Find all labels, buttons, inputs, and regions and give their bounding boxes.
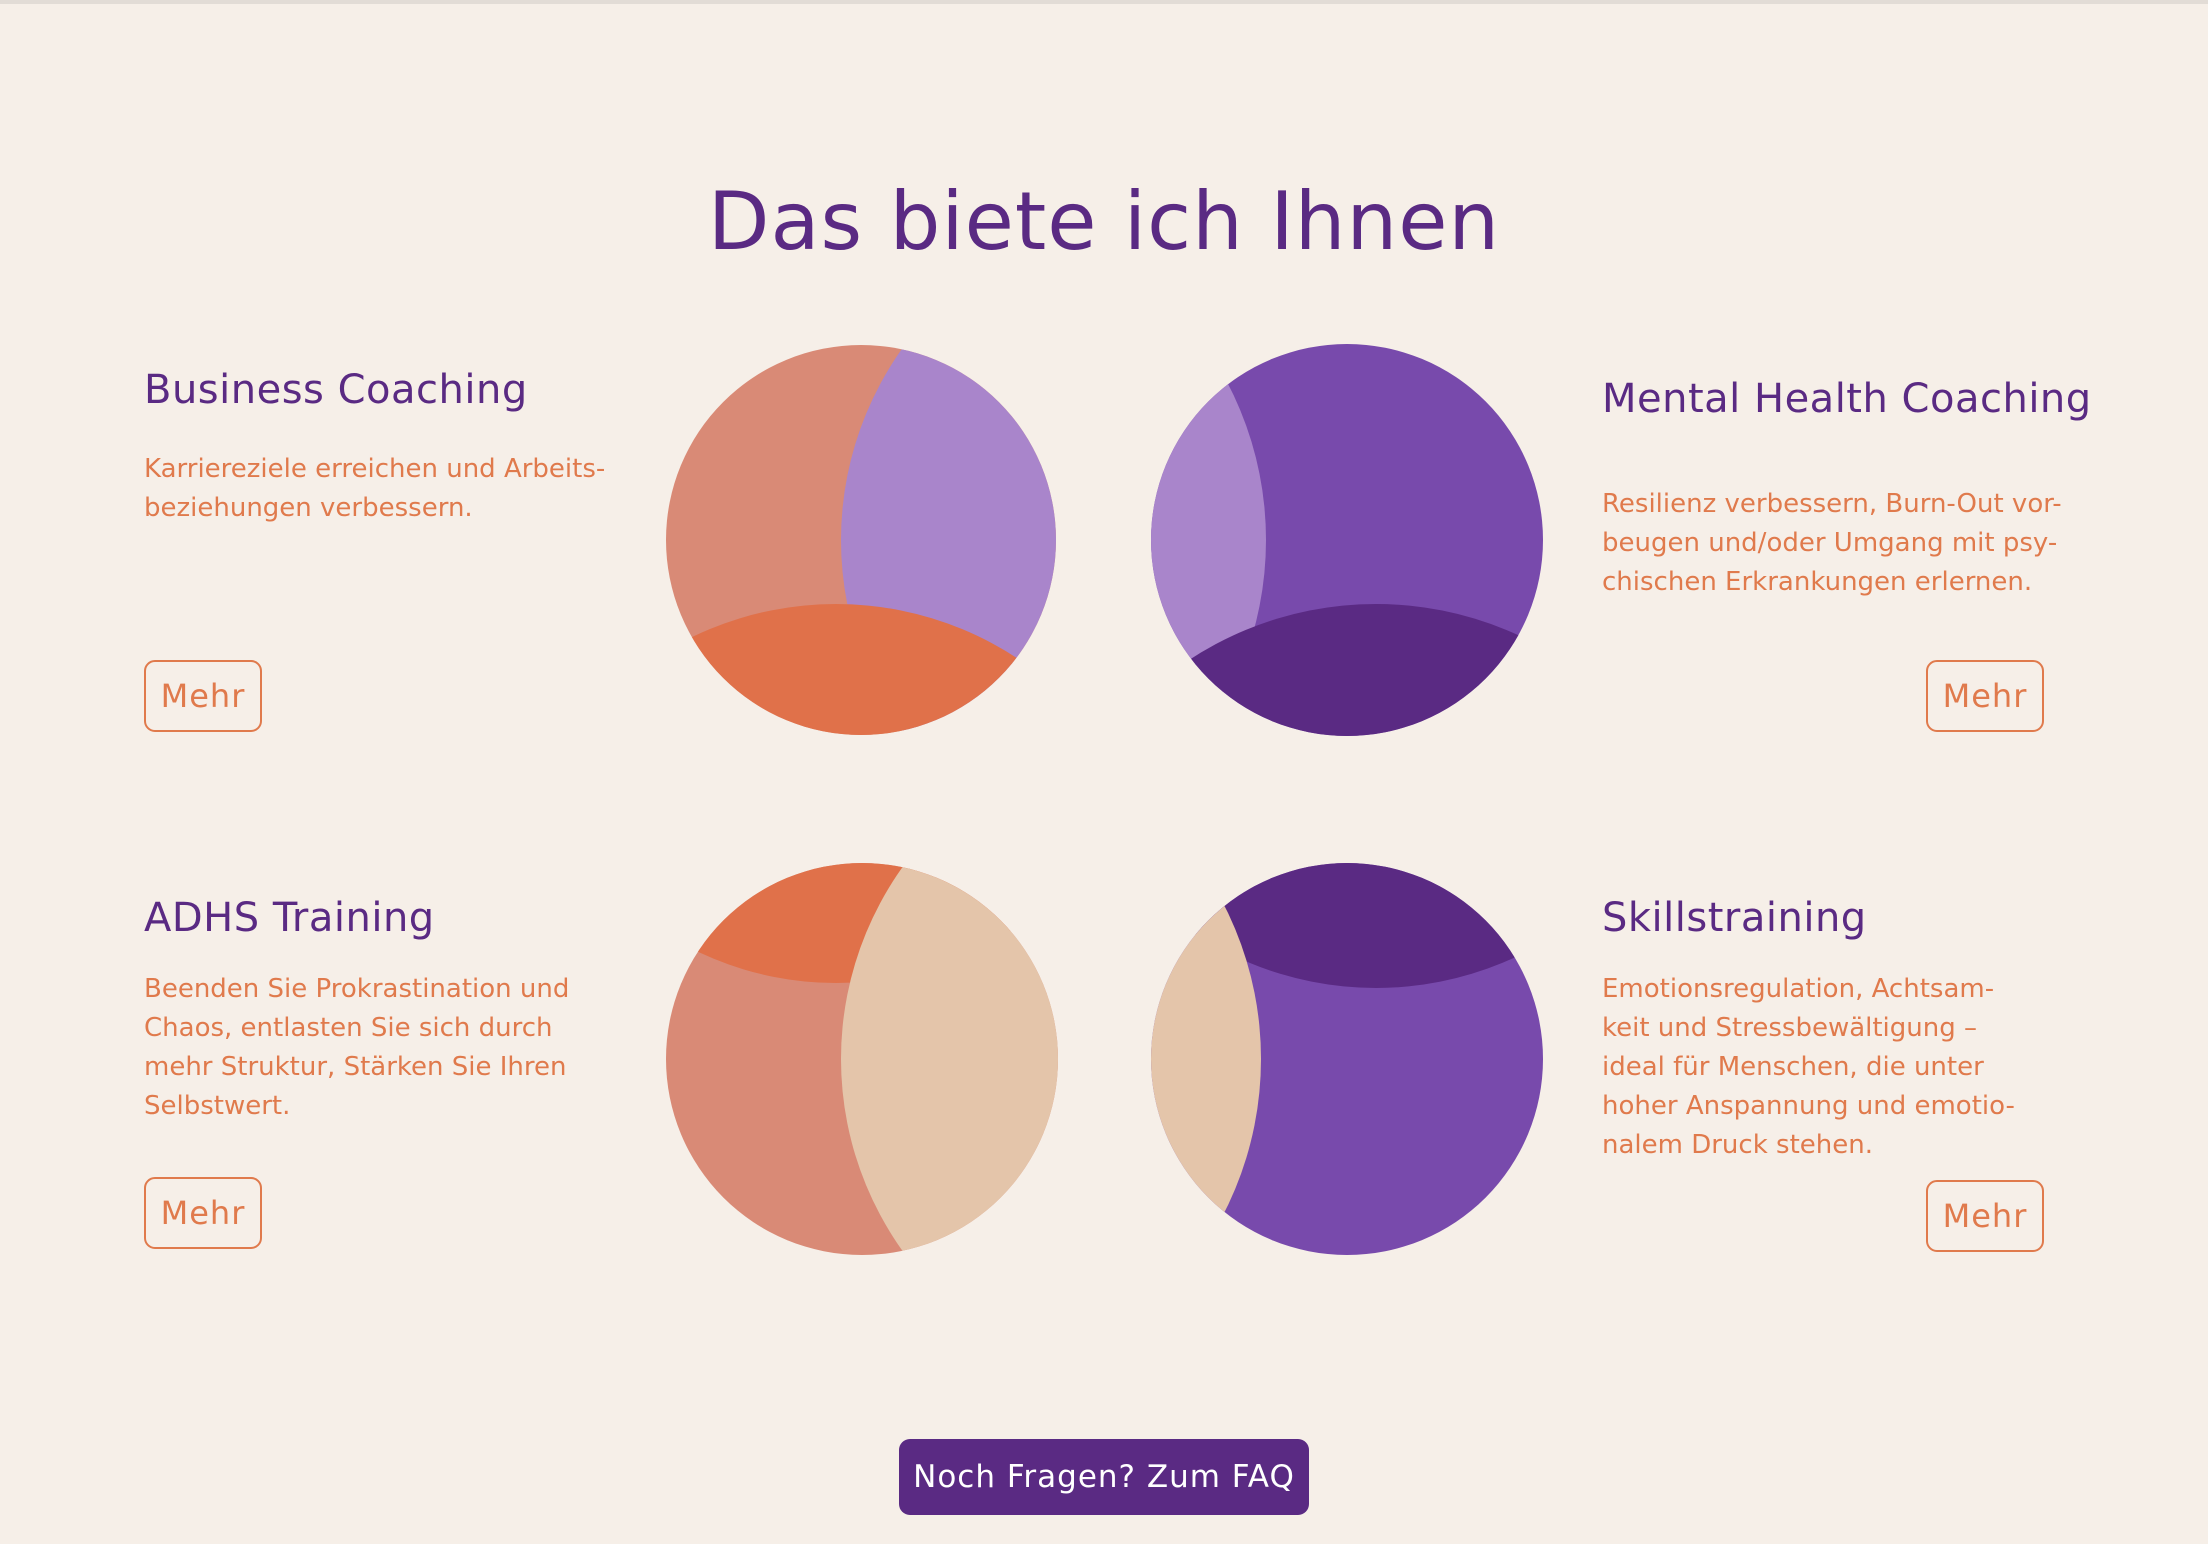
- mental-health-coaching-description: Resilienz verbessern, Burn-Out vor- beug…: [1602, 485, 2062, 602]
- skillstraining-title: Skillstraining: [1602, 895, 1867, 941]
- skillstraining-description-line: Emotionsregulation, Achtsam-: [1602, 974, 1995, 1004]
- top-divider: [0, 0, 2208, 4]
- adhs-training-description-line: Beenden Sie Prokrastination und: [144, 974, 570, 1004]
- mental-health-coaching-title: Mental Health Coaching: [1602, 376, 2092, 422]
- adhs-training-mehr-button[interactable]: Mehr: [144, 1177, 262, 1249]
- business-coaching-illustration: [666, 345, 1056, 735]
- skillstraining-mehr-button[interactable]: Mehr: [1926, 1180, 2044, 1252]
- business-coaching-description-line: beziehungen verbessern.: [144, 493, 473, 523]
- adhs-training-description-line: Chaos, entlasten Sie sich durch: [144, 1013, 553, 1043]
- skillstraining-description-line: keit und Stressbewältigung –: [1602, 1013, 1978, 1043]
- business-coaching-title: Business Coaching: [144, 367, 528, 413]
- business-coaching-description: Karriereziele erreichen und Arbeits- bez…: [144, 450, 605, 528]
- mental-health-coaching-description-line: beugen und/oder Umgang mit psy-: [1602, 528, 2058, 558]
- page-title: Das biete ich Ihnen: [707, 175, 1501, 268]
- mental-health-coaching-illustration: [1151, 344, 1543, 736]
- skillstraining-illustration: [1151, 863, 1543, 1255]
- adhs-training-illustration: [666, 863, 1058, 1255]
- adhs-training-description: Beenden Sie Prokrastination und Chaos, e…: [144, 970, 569, 1126]
- business-coaching-description-line: Karriereziele erreichen und Arbeits-: [144, 454, 606, 484]
- adhs-training-description-line: Selbstwert.: [144, 1091, 291, 1121]
- faq-button[interactable]: Noch Fragen? Zum FAQ: [899, 1439, 1309, 1515]
- business-coaching-mehr-button[interactable]: Mehr: [144, 660, 262, 732]
- adhs-training-title: ADHS Training: [144, 895, 435, 941]
- adhs-training-description-line: mehr Struktur, Stärken Sie Ihren: [144, 1052, 567, 1082]
- skillstraining-description-line: ideal für Menschen, die unter: [1602, 1052, 1984, 1082]
- skillstraining-description: Emotionsregulation, Achtsam- keit und St…: [1602, 970, 2015, 1165]
- mental-health-coaching-description-line: chischen Erkrankungen erlernen.: [1602, 567, 2033, 597]
- skillstraining-description-line: hoher Anspannung und emotio-: [1602, 1091, 2015, 1121]
- skillstraining-description-line: nalem Druck stehen.: [1602, 1130, 1873, 1160]
- mental-health-coaching-description-line: Resilienz verbessern, Burn-Out vor-: [1602, 489, 2062, 519]
- mental-health-coaching-mehr-button[interactable]: Mehr: [1926, 660, 2044, 732]
- beige-lens: [841, 863, 1058, 1255]
